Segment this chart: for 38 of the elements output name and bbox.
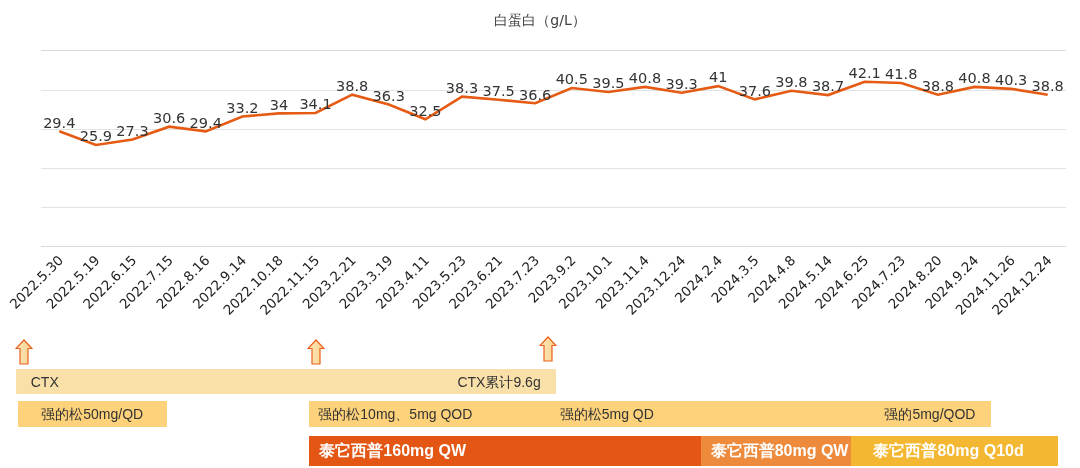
data-label: 37.6 xyxy=(738,82,771,99)
data-label: 27.3 xyxy=(116,122,149,139)
text: CTX累计9.6g xyxy=(457,373,541,390)
chart-title: 白蛋白（g/L） xyxy=(494,11,586,28)
data-label: 42.1 xyxy=(848,65,881,82)
data-label: 30.6 xyxy=(152,110,186,127)
text: 强的松50mg/QD xyxy=(41,406,144,422)
data-label: 29.4 xyxy=(43,114,76,131)
text: 强的5mg/QOD xyxy=(884,406,976,422)
data-label: 38.8 xyxy=(921,78,955,95)
data-label: 40.5 xyxy=(555,71,588,88)
data-label: 25.9 xyxy=(79,128,113,145)
data-label: 39.3 xyxy=(665,76,698,93)
data-label: 38.3 xyxy=(445,80,479,97)
data-label: 39.8 xyxy=(775,74,808,91)
data-label: 38.8 xyxy=(336,78,369,95)
text: 泰它西普160mg QW xyxy=(319,442,467,459)
data-label: 40.8 xyxy=(958,70,991,87)
text: 泰它西普80mg QW xyxy=(710,442,849,459)
data-label: 40.8 xyxy=(628,70,662,87)
data-label: 38.8 xyxy=(1031,78,1064,95)
data-label: 29.4 xyxy=(189,114,222,131)
data-label: 36.6 xyxy=(519,86,552,103)
data-label: 41 xyxy=(709,69,728,86)
data-label: 37.5 xyxy=(482,83,515,100)
data-label: 33.2 xyxy=(226,99,259,116)
text: 强的松5mg QD xyxy=(559,406,654,422)
data-label: 40.3 xyxy=(994,72,1028,89)
data-label: 41.8 xyxy=(885,66,918,83)
data-label: 36.3 xyxy=(372,87,405,104)
text: 泰它西普80mg Q10d xyxy=(873,442,1024,459)
text: 强的松10mg、5mg QOD xyxy=(318,406,473,422)
data-label: 32.5 xyxy=(409,102,442,119)
data-label: 34 xyxy=(269,96,289,113)
data-label: 39.5 xyxy=(592,75,625,92)
data-label: 34.1 xyxy=(299,96,332,113)
text: CTX xyxy=(30,373,59,390)
data-label: 38.7 xyxy=(811,78,845,95)
